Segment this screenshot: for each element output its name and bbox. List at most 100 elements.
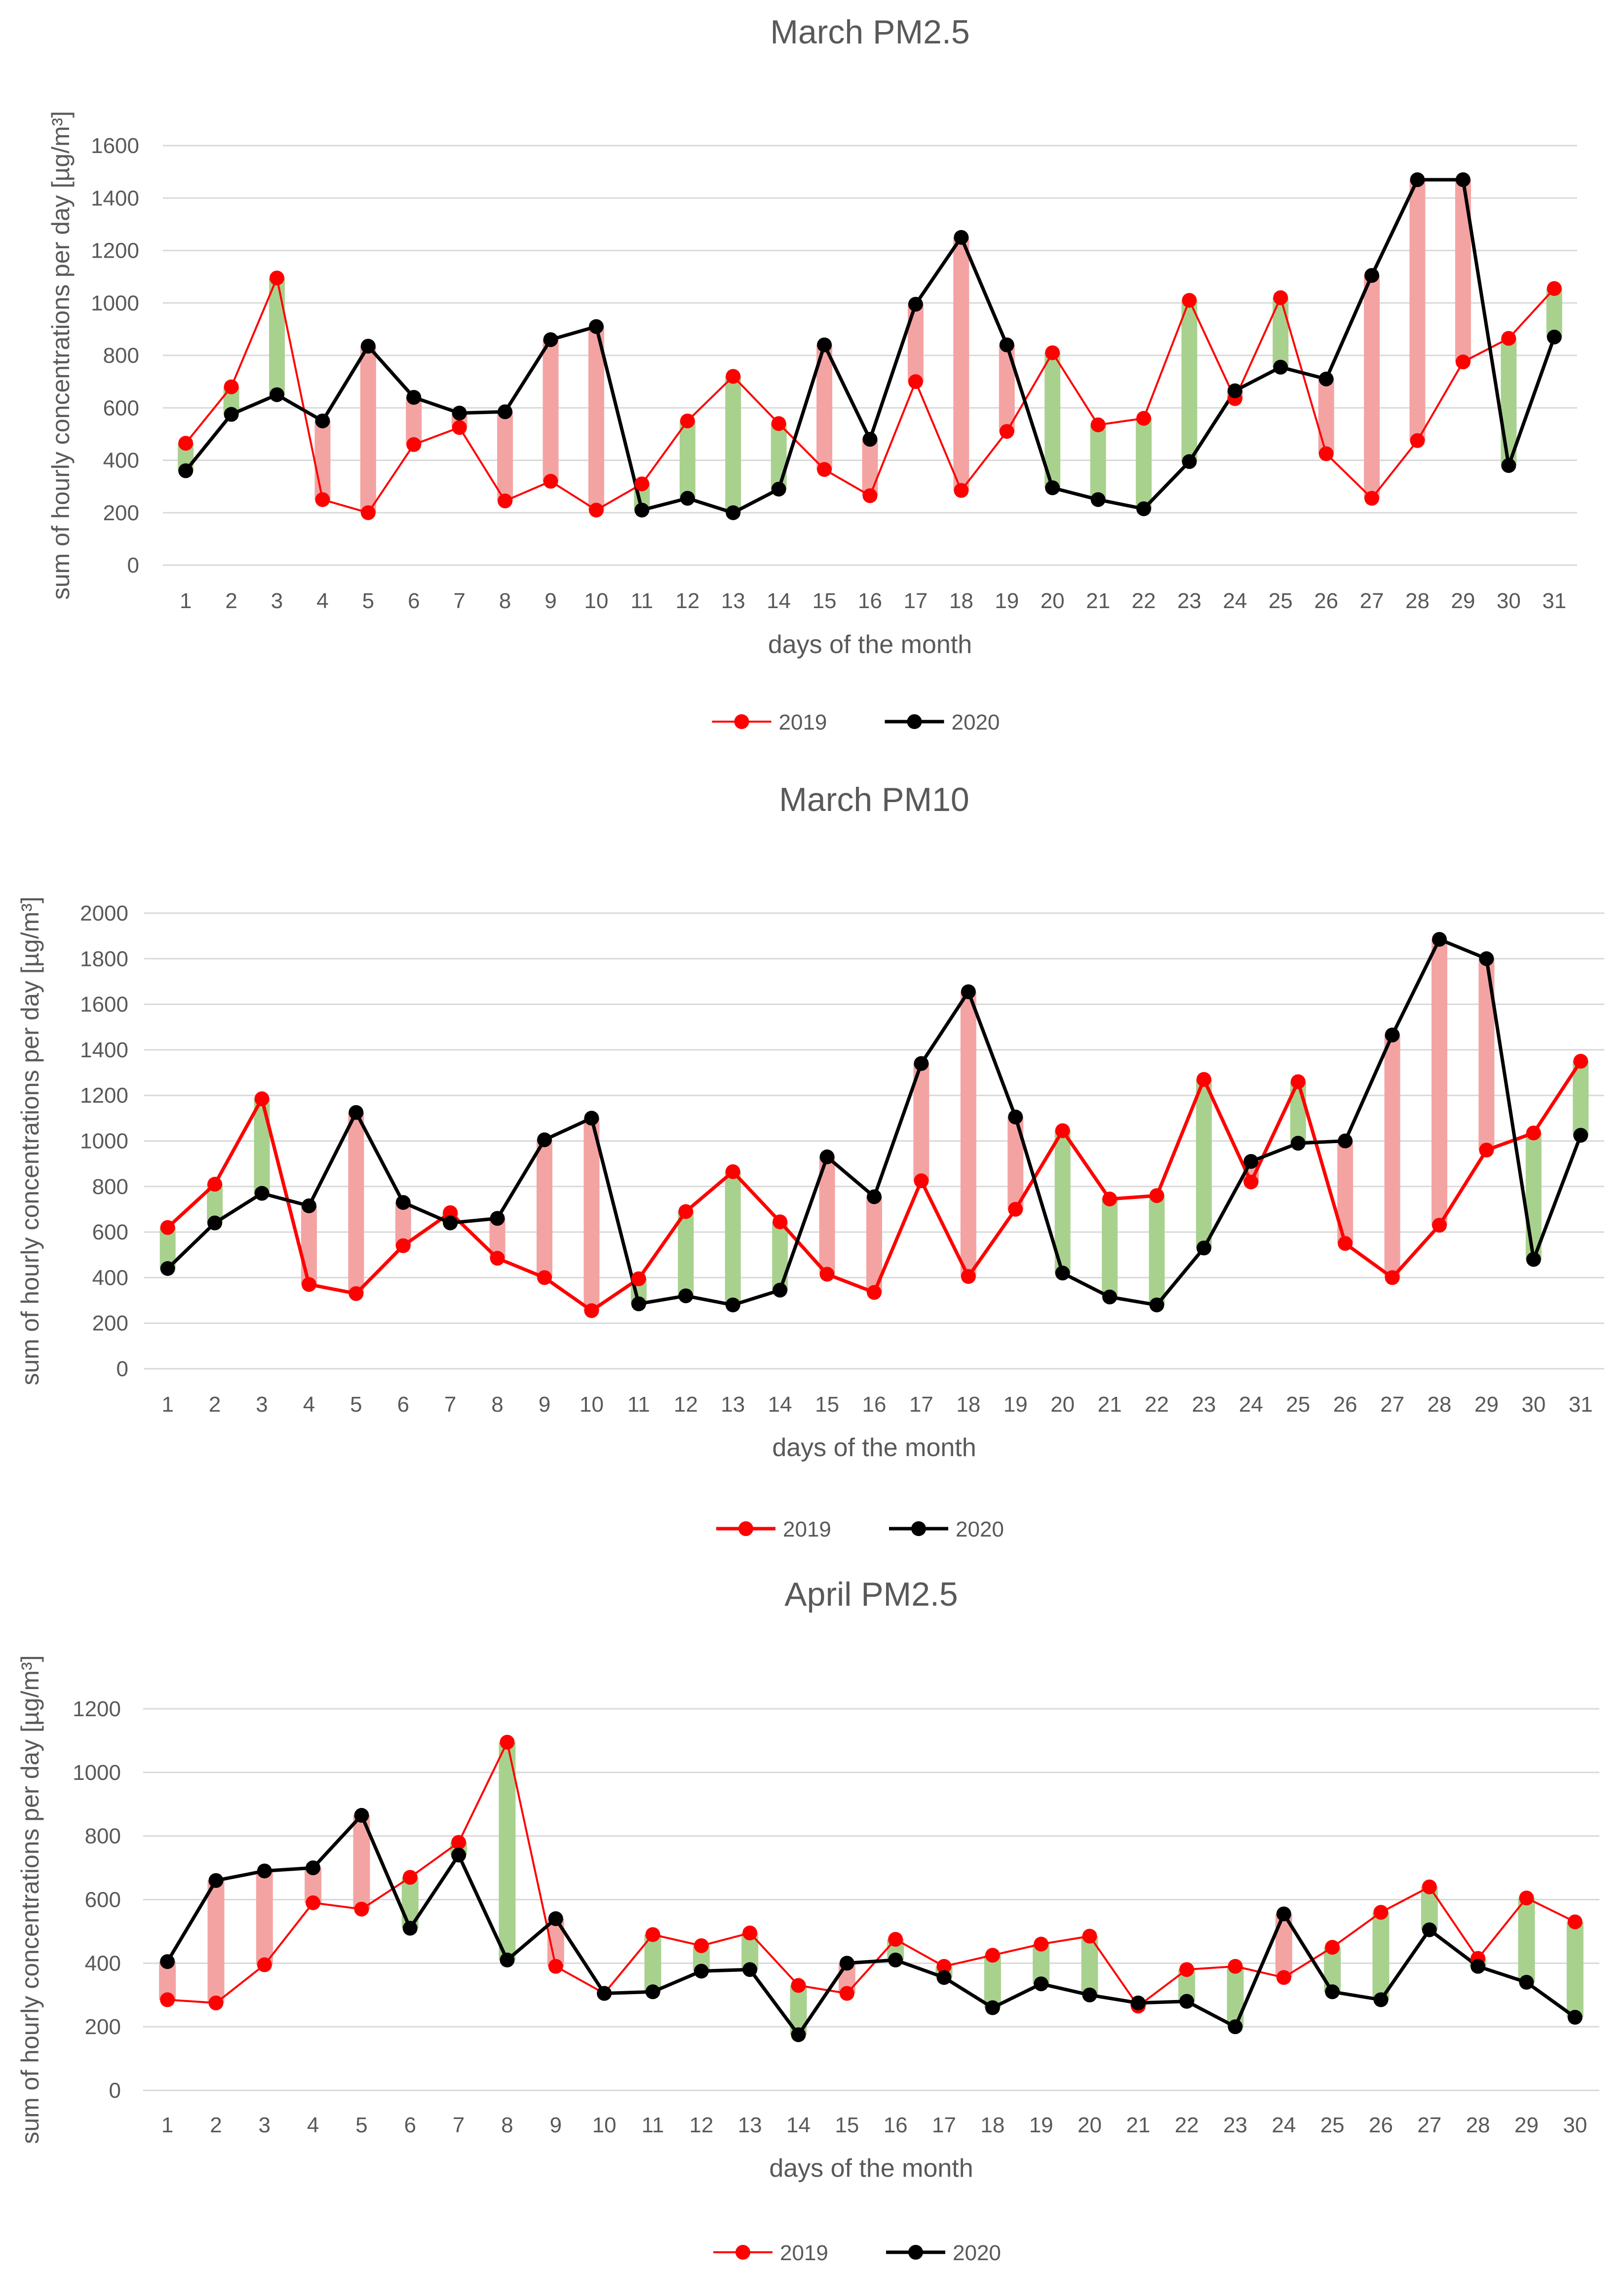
point-2020 — [1008, 1110, 1023, 1125]
increase-bar — [497, 412, 513, 501]
x-axis-title: days of the month — [768, 630, 972, 659]
x-tick-label: 12 — [675, 589, 699, 613]
series-2020-line — [166, 1812, 1576, 2038]
x-axis-title: days of the month — [772, 1433, 976, 1462]
x-tick-label: 7 — [453, 2113, 464, 2137]
point-2020 — [1045, 480, 1060, 496]
x-tick-label: 10 — [592, 2113, 617, 2137]
x-tick-label: 17 — [932, 2113, 956, 2137]
y-tick-label: 400 — [85, 1951, 121, 1975]
point-2019 — [548, 1959, 563, 1974]
x-tick-label: 6 — [408, 589, 420, 613]
x-tick-label: 14 — [768, 1392, 792, 1417]
x-tick-label: 11 — [627, 1392, 650, 1417]
x-tick-label: 2 — [209, 1392, 221, 1417]
point-2020 — [999, 337, 1014, 352]
point-2020 — [954, 230, 969, 245]
x-tick-label: 18 — [949, 589, 973, 613]
point-2019 — [961, 1269, 976, 1284]
point-2020 — [1273, 359, 1288, 375]
x-tick-label: 29 — [1451, 589, 1475, 613]
increase-bar — [862, 439, 878, 496]
decrease-bar — [1573, 1061, 1589, 1135]
point-2020 — [306, 1860, 321, 1876]
point-2019 — [1325, 1940, 1340, 1955]
point-2019 — [1573, 1053, 1588, 1069]
point-2019 — [270, 270, 285, 286]
point-2019 — [498, 493, 513, 508]
point-2019 — [1102, 1192, 1118, 1207]
x-tick-label: 5 — [362, 589, 374, 613]
point-2019 — [1422, 1879, 1437, 1894]
point-2019 — [1567, 1914, 1583, 1929]
point-2019 — [985, 1948, 1000, 1963]
point-2020 — [1567, 2009, 1583, 2025]
point-2020 — [1410, 172, 1425, 188]
point-2020 — [537, 1132, 552, 1148]
legend-2020-marker — [907, 714, 922, 729]
point-2019 — [451, 1835, 466, 1850]
x-tick-label: 29 — [1514, 2113, 1539, 2137]
point-2020 — [498, 404, 513, 420]
point-2019 — [207, 1177, 223, 1192]
point-2020 — [1276, 1906, 1291, 1922]
point-2020 — [839, 1956, 854, 1971]
point-2020 — [985, 2000, 1000, 2015]
point-2020 — [936, 1970, 952, 1985]
point-2020 — [1136, 501, 1152, 516]
x-tick-label: 8 — [501, 2113, 513, 2137]
point-2020 — [908, 297, 923, 312]
legend: 2019 2020 — [712, 710, 1000, 734]
x-tick-label: 19 — [1029, 2113, 1053, 2137]
chart-title: April PM2.5 — [784, 1576, 958, 1613]
y-tick-label: 600 — [92, 1220, 128, 1244]
y-tick-label: 1600 — [80, 993, 128, 1017]
x-tick-label: 22 — [1132, 589, 1156, 613]
point-2020 — [678, 1288, 694, 1304]
y-tick-label: 1000 — [91, 291, 139, 315]
increase-bar — [1364, 275, 1380, 499]
point-2020 — [1526, 1252, 1541, 1267]
x-tick-label: 7 — [453, 589, 465, 613]
x-tick-label: 20 — [1050, 1392, 1075, 1417]
x-tick-label: 4 — [316, 589, 328, 613]
point-2020 — [208, 1873, 224, 1888]
decrease-bar — [725, 376, 741, 513]
x-tick-label: 24 — [1272, 2113, 1296, 2137]
decrease-bar — [1149, 1195, 1165, 1305]
point-2020 — [597, 1986, 612, 2001]
x-tick-label: 20 — [1041, 589, 1065, 613]
decrease-bar — [679, 421, 696, 499]
point-2020 — [548, 1911, 563, 1926]
point-2020 — [1470, 1959, 1486, 1974]
legend-2019-label: 2019 — [780, 2241, 828, 2265]
decrease-bar — [1566, 1922, 1584, 2017]
point-2020 — [1082, 1987, 1097, 2003]
increase-bar — [360, 346, 376, 513]
point-2019 — [1519, 1890, 1534, 1906]
y-tick-label: 200 — [85, 2015, 121, 2039]
x-tick-label: 9 — [539, 1392, 550, 1417]
point-2019 — [257, 1957, 272, 1972]
point-2019 — [490, 1251, 505, 1266]
x-tick-label: 5 — [355, 2113, 367, 2137]
x-tick-label: 16 — [862, 1392, 887, 1417]
legend-2020-marker — [911, 1521, 926, 1536]
point-2020 — [725, 1297, 740, 1312]
point-2020 — [160, 1954, 175, 1969]
decrease-bar — [772, 1222, 788, 1290]
point-2019 — [1055, 1123, 1070, 1138]
point-2019 — [452, 420, 467, 435]
x-tick-label: 21 — [1098, 1392, 1122, 1417]
point-2020 — [631, 1296, 646, 1311]
y-axis-title: sum of hourly concentrations per day [µg… — [47, 111, 75, 600]
point-2020 — [862, 432, 878, 447]
point-2020 — [1034, 1976, 1049, 1992]
x-tick-label: 17 — [903, 589, 928, 613]
point-2020 — [270, 387, 285, 402]
y-tick-label: 200 — [92, 1311, 128, 1336]
x-tick-label: 28 — [1405, 589, 1430, 613]
legend-2020-label: 2020 — [956, 1517, 1004, 1541]
point-2019 — [1045, 345, 1060, 360]
point-2020 — [490, 1211, 505, 1226]
